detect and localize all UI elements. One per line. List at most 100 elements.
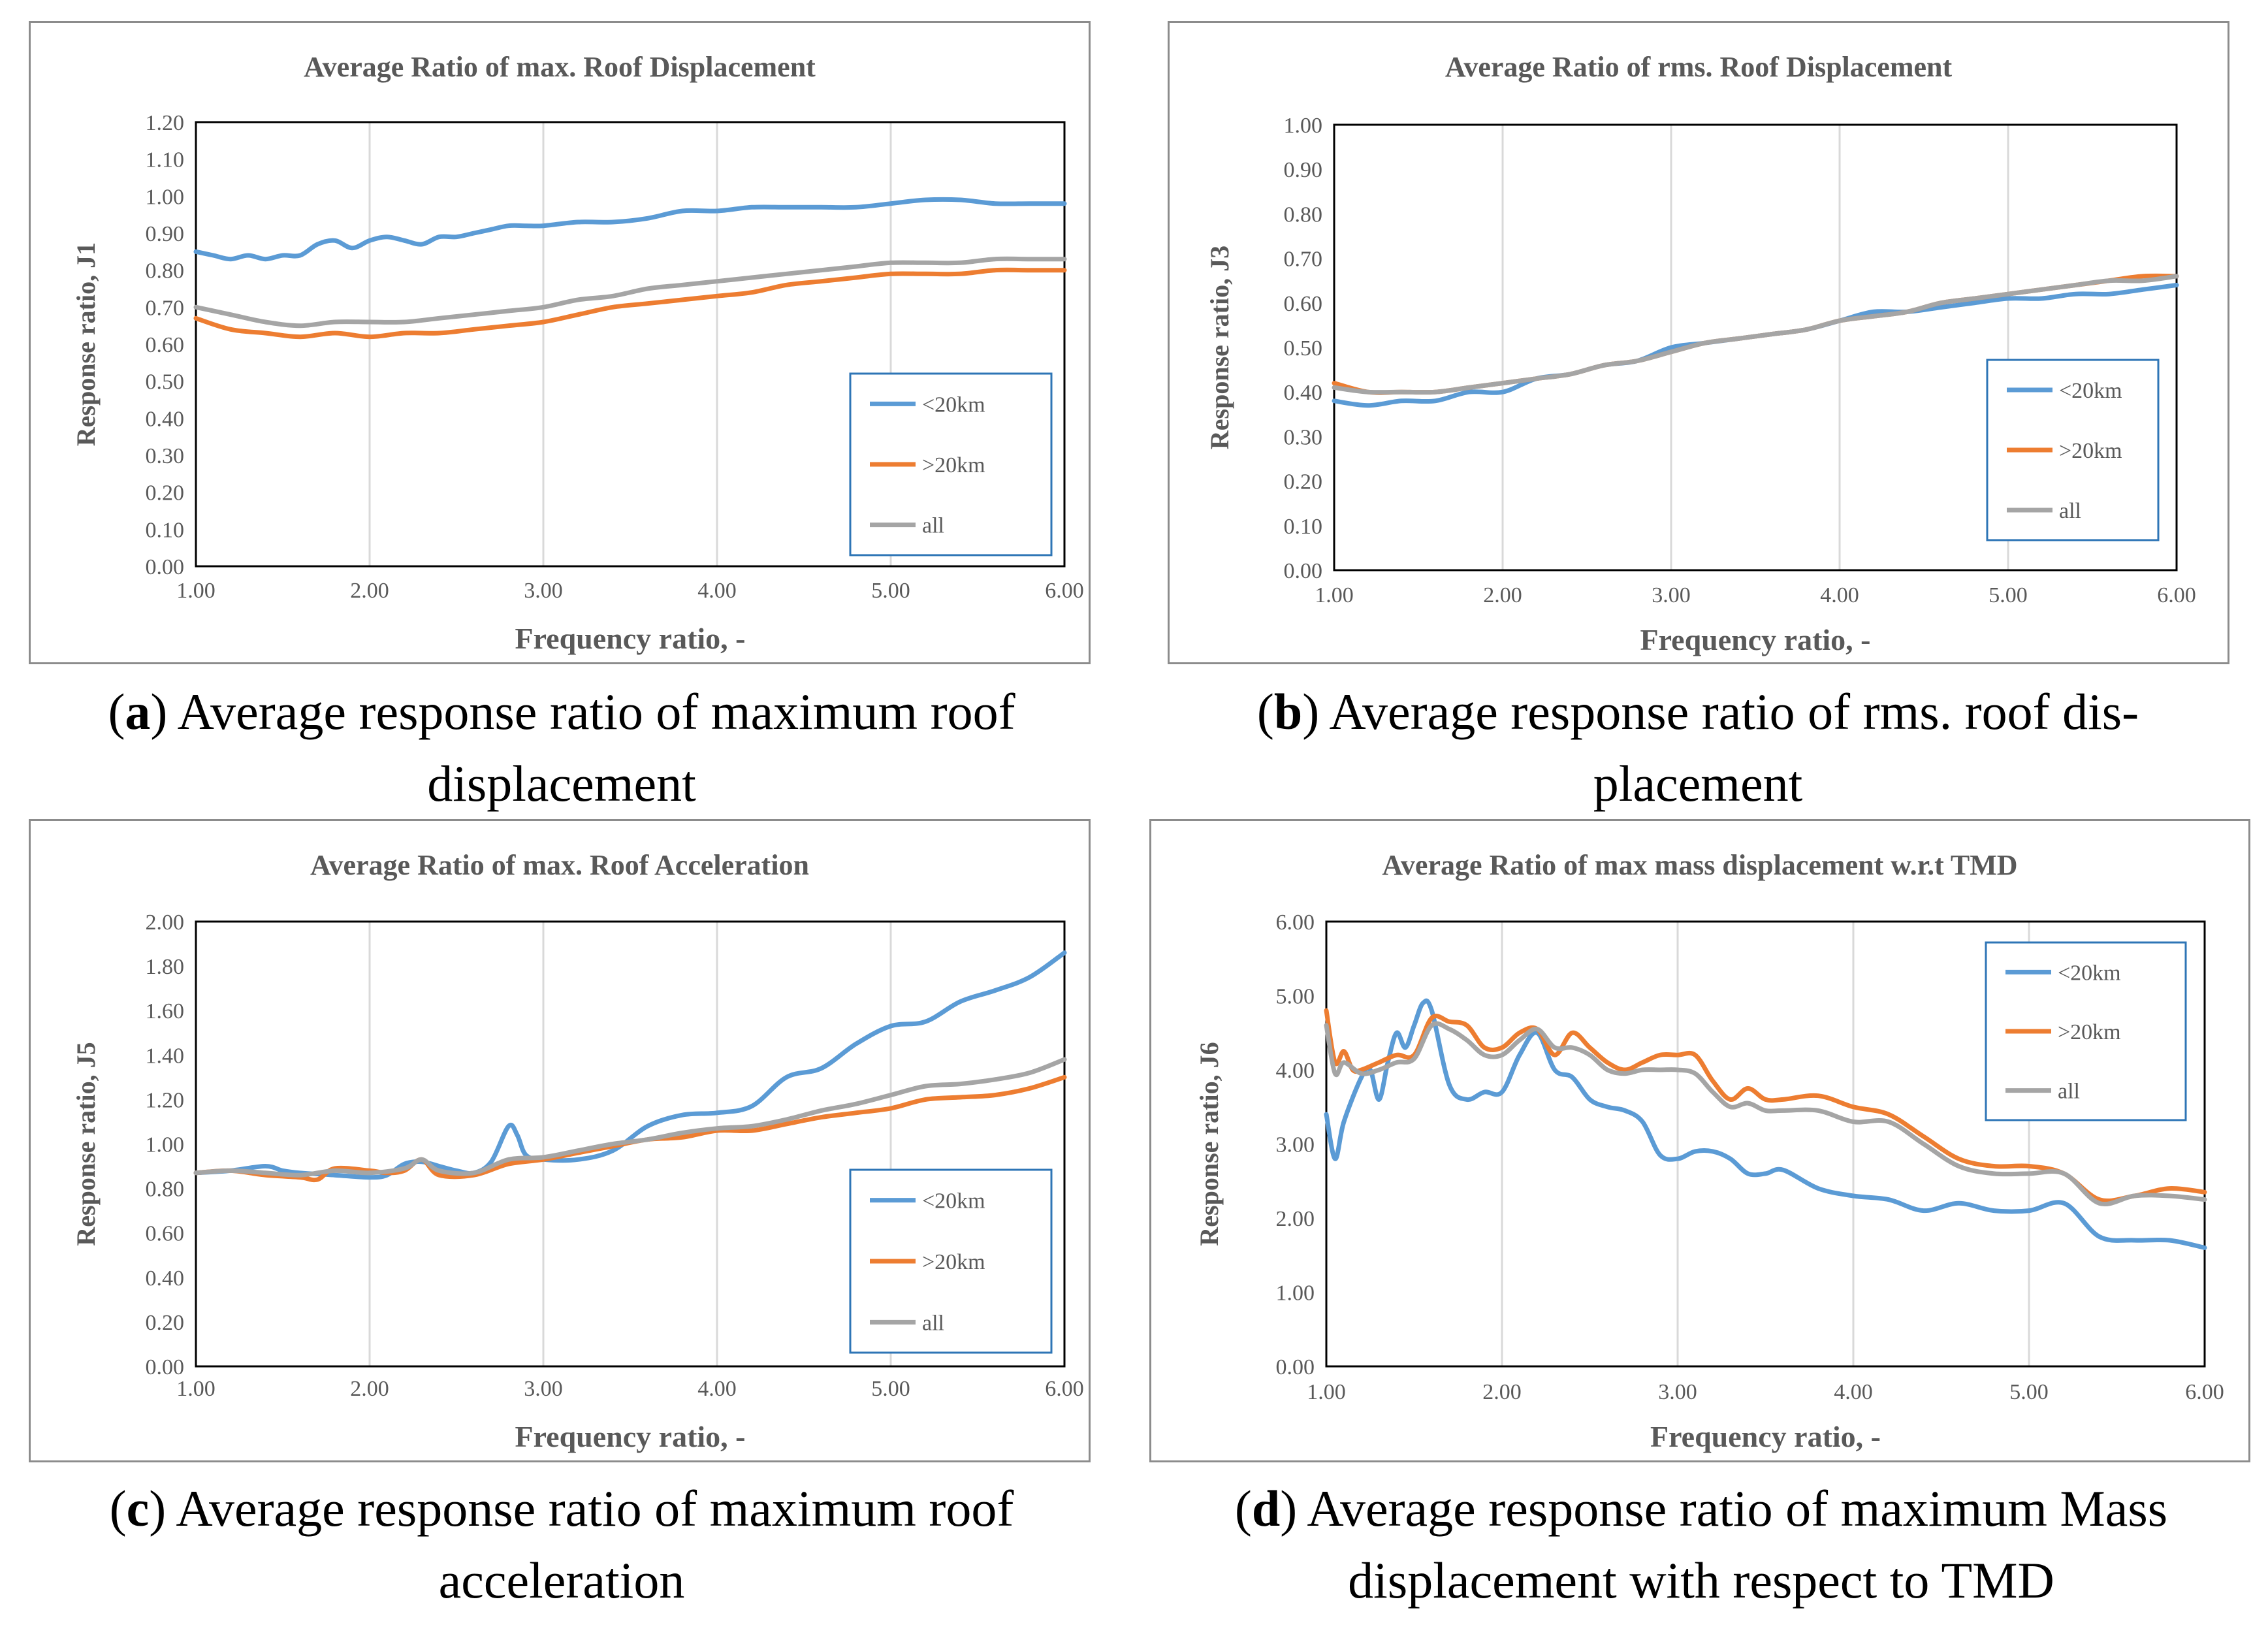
chart-b-plot-area	[1333, 123, 2178, 571]
caption-b-text: ) Average response ratio of rms. roof di…	[1302, 683, 2139, 740]
caption-c-letter: c	[126, 1480, 150, 1537]
chart-d-y-tick-label: 4.00	[1276, 1059, 1315, 1083]
chart-panel-d: Average Ratio of max mass displacement w…	[1149, 819, 2250, 1462]
chart-c-x-tick-label: 3.00	[524, 1377, 563, 1401]
caption-a-text: ) Average response ratio of maximum roof	[150, 683, 1015, 740]
caption-a-line1: (a) Average response ratio of maximum ro…	[108, 683, 1015, 740]
caption-a-letter: a	[125, 683, 151, 740]
caption-b: (b) Average response ratio of rms. roof …	[1149, 676, 2246, 820]
chart-a-y-tick-label: 1.10	[146, 148, 185, 172]
chart-a-y-tick-label: 0.50	[146, 370, 185, 394]
chart-a-y-tick-label: 0.90	[146, 222, 185, 246]
chart-c-legend-label-2: all	[922, 1311, 944, 1335]
chart-b-y-tick-label: 0.30	[1284, 425, 1323, 449]
chart-b-y-tick-label: 0.70	[1284, 248, 1323, 272]
chart-c-x-tick-label: 4.00	[697, 1377, 737, 1401]
chart-c-x-tick-label: 6.00	[1045, 1377, 1084, 1401]
caption-a: (a) Average response ratio of maximum ro…	[13, 676, 1110, 820]
chart-c-y-tick-label: 0.40	[146, 1266, 185, 1291]
chart-a-series-line-2	[193, 256, 1067, 329]
chart-a-y-tick-label: 0.60	[146, 333, 185, 357]
chart-c-x-tick-label: 1.00	[176, 1377, 216, 1401]
chart-a-series-line-1	[193, 267, 1067, 340]
chart-b-x-tick-label: 4.00	[1820, 583, 1859, 607]
chart-a-title: Average Ratio of max. Roof Displacement	[304, 51, 816, 83]
chart-a-series-line-0	[193, 197, 1067, 262]
caption-a-line2: displacement	[427, 755, 696, 812]
chart-b-x-tick-label: 3.00	[1652, 583, 1691, 607]
chart-b-y-axis-title: Response ratio, J3	[1205, 246, 1234, 449]
chart-d-title: Average Ratio of max mass displacement w…	[1382, 849, 2017, 881]
chart-c-y-tick-label: 0.60	[146, 1222, 185, 1246]
chart-c-y-tick-label: 1.40	[146, 1044, 185, 1068]
caption-c: (c) Average response ratio of maximum ro…	[13, 1473, 1110, 1617]
chart-a-x-tick-label: 5.00	[871, 579, 910, 603]
chart-d-x-tick-label: 2.00	[1482, 1380, 1522, 1404]
chart-d-x-tick-label: 3.00	[1658, 1380, 1697, 1404]
chart-a-y-tick-label: 0.30	[146, 444, 185, 468]
chart-b-x-axis-title: Frequency ratio, -	[1640, 623, 1870, 656]
chart-panel-a: Average Ratio of max. Roof Displacement 1…	[29, 21, 1091, 664]
caption-c-line2: acceleration	[438, 1552, 685, 1609]
chart-a-x-tick-label: 6.00	[1045, 579, 1084, 603]
chart-a-y-tick-label: 0.20	[146, 481, 185, 506]
chart-d-x-axis-title: Frequency ratio, -	[1650, 1420, 1881, 1453]
chart-b-y-tick-label: 0.00	[1284, 559, 1323, 583]
chart-c-plot-area	[195, 920, 1066, 1368]
chart-a-y-tick-label: 1.00	[146, 185, 185, 209]
chart-c-y-tick-label: 2.00	[146, 910, 185, 935]
chart-a-plot-area	[195, 121, 1066, 568]
chart-b-x-tick-label: 6.00	[2157, 583, 2196, 607]
chart-b-x-tick-label: 5.00	[1988, 583, 2028, 607]
chart-c-title: Average Ratio of max. Roof Acceleration	[310, 849, 809, 881]
chart-d-series-line-1	[1324, 1008, 2207, 1204]
chart-d-y-axis-title: Response ratio, J6	[1194, 1042, 1224, 1246]
chart-b-title: Average Ratio of rms. Roof Displacement	[1445, 51, 1953, 83]
chart-d-x-tick-label: 4.00	[1834, 1380, 1873, 1404]
caption-d-letter: d	[1251, 1480, 1281, 1537]
chart-a-x-tick-label: 4.00	[697, 579, 737, 603]
chart-d-y-tick-label: 3.00	[1276, 1133, 1315, 1157]
chart-b-y-tick-label: 0.20	[1284, 470, 1323, 494]
chart-a-legend-label-2: all	[922, 514, 944, 538]
chart-a: Average Ratio of max. Roof Displacement 1…	[71, 51, 1084, 655]
chart-c-x-tick-label: 2.00	[350, 1377, 389, 1401]
chart-a-y-axis-title: Response ratio, J1	[71, 242, 101, 446]
chart-a-y-tick-label: 0.70	[146, 296, 185, 320]
caption-d: (d) Average response ratio of maximum Ma…	[1136, 1473, 2266, 1617]
chart-a-y-tick-label: 0.00	[146, 555, 185, 579]
chart-b-series-line-2	[1332, 274, 2179, 395]
chart-a-legend-label-1: >20km	[922, 453, 985, 477]
chart-b-y-tick-label: 0.60	[1284, 292, 1323, 316]
chart-d-legend-label-2: all	[2058, 1080, 2080, 1104]
chart-d-legend-label-0: <20km	[2058, 961, 2121, 985]
chart-d-legend-label-1: >20km	[2058, 1020, 2121, 1044]
chart-d-y-tick-label: 6.00	[1276, 910, 1315, 935]
chart-b: Average Ratio of rms. Roof Displacement 1…	[1205, 51, 2196, 656]
chart-b-y-tick-label: 1.00	[1284, 114, 1323, 138]
chart-c-y-axis-title: Response ratio, J5	[71, 1042, 101, 1246]
chart-a-y-tick-label: 0.40	[146, 407, 185, 431]
chart-d-y-tick-label: 2.00	[1276, 1207, 1315, 1231]
chart-c-series-line-1	[193, 1074, 1067, 1183]
chart-c-y-tick-label: 1.20	[146, 1088, 185, 1112]
chart-b-y-tick-label: 0.90	[1284, 158, 1323, 182]
chart-b-y-tick-label: 0.80	[1284, 202, 1323, 227]
chart-c-x-axis-title: Frequency ratio, -	[515, 1420, 745, 1453]
caption-c-line1: (c) Average response ratio of maximum ro…	[109, 1480, 1014, 1537]
chart-d-x-tick-label: 6.00	[2185, 1380, 2224, 1404]
chart-a-x-tick-label: 2.00	[350, 579, 389, 603]
chart-c-legend-label-0: <20km	[922, 1189, 985, 1214]
chart-b-x-tick-label: 1.00	[1315, 583, 1354, 607]
chart-d-plot-area	[1325, 920, 2206, 1368]
chart-d: Average Ratio of max mass displacement w…	[1194, 849, 2224, 1453]
chart-d-series-line-2	[1324, 1021, 2207, 1207]
chart-c-y-tick-label: 1.60	[146, 999, 185, 1023]
caption-d-line2: displacement with respect to TMD	[1348, 1552, 2054, 1609]
chart-d-y-tick-label: 5.00	[1276, 985, 1315, 1009]
caption-b-line1: (b) Average response ratio of rms. roof …	[1256, 683, 2139, 740]
chart-a-y-tick-label: 1.20	[146, 111, 185, 135]
chart-c-y-tick-label: 1.80	[146, 955, 185, 979]
chart-b-legend-label-1: >20km	[2059, 439, 2122, 463]
